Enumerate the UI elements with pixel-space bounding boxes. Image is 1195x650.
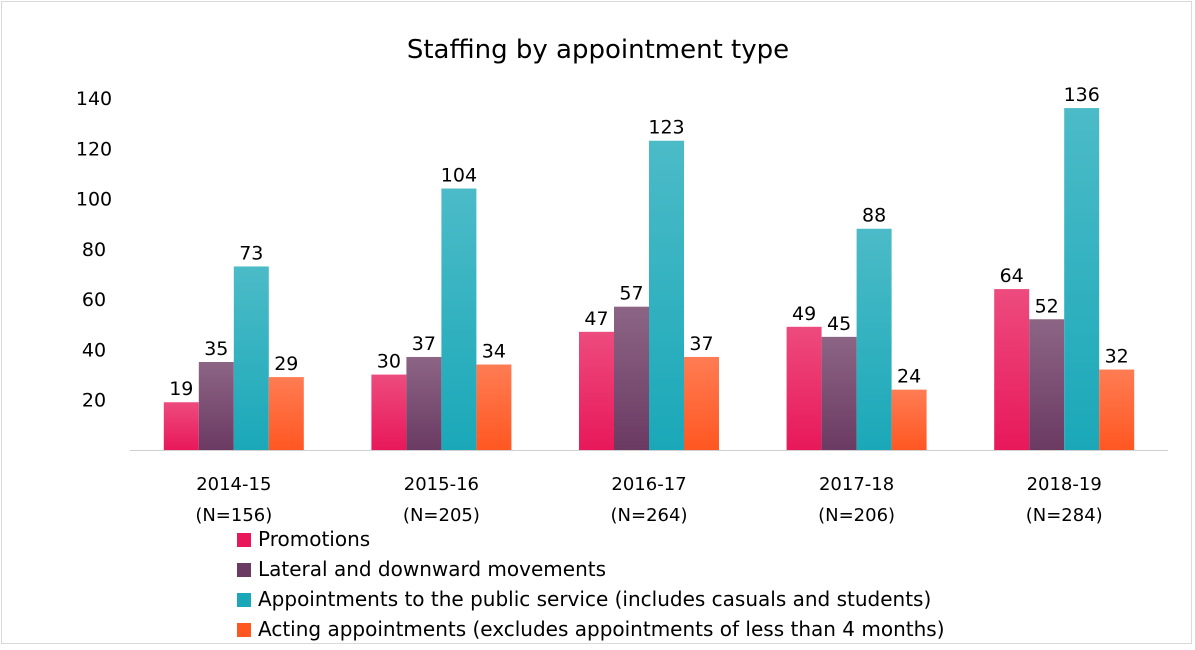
data-label: 30 [377, 351, 401, 373]
legend-swatch [237, 533, 251, 547]
data-label: 64 [1000, 265, 1024, 287]
data-label: 19 [169, 378, 193, 400]
y-tick-label: 40 [82, 339, 106, 361]
data-label: 73 [239, 242, 263, 264]
bar [649, 140, 684, 450]
chart-title: Staffing by appointment type [407, 35, 789, 65]
y-tick-label: 80 [82, 239, 106, 261]
y-tick-label: 140 [76, 88, 112, 110]
bar [163, 402, 199, 450]
x-tick-sublabel: (N=264) [611, 505, 688, 526]
bar [994, 289, 1030, 450]
data-label: 24 [897, 366, 921, 388]
data-label: 35 [204, 338, 228, 360]
legend-swatch [237, 563, 251, 577]
data-label: 49 [792, 303, 816, 325]
data-label: 37 [412, 333, 436, 355]
data-label: 29 [274, 353, 298, 375]
bar [233, 266, 269, 450]
y-tick-label: 120 [76, 138, 112, 160]
data-label: 104 [441, 165, 477, 187]
legend-label: Promotions [258, 527, 370, 551]
data-label: 88 [862, 205, 886, 227]
y-axis: 20 40 60 80 100 120 140 [76, 88, 112, 412]
data-label: 123 [648, 117, 684, 139]
legend-swatch [237, 593, 251, 607]
bar [1029, 319, 1065, 450]
x-tick-label: 2014-15 [196, 474, 271, 495]
bars: 19 35 73 29 30 37 104 34 47 57 123 37 49 45 88 24 64 52 13… [163, 84, 1135, 451]
y-tick-label: 100 [76, 189, 112, 211]
data-label: 47 [584, 308, 608, 330]
x-tick-sublabel: (N=284) [1026, 505, 1103, 526]
legend-label: Lateral and downward movements [258, 557, 606, 581]
bar [406, 356, 442, 450]
bar [856, 228, 892, 450]
y-tick-label: 20 [82, 390, 106, 412]
legend-label: Acting appointments (excludes appointmen… [258, 617, 945, 641]
x-tick-sublabel: (N=205) [403, 505, 480, 526]
x-tick-sublabel: (N=156) [195, 505, 272, 526]
bar [441, 188, 477, 450]
bar [198, 362, 234, 450]
data-label: 32 [1105, 346, 1129, 368]
x-tick-label: 2015-16 [404, 474, 479, 495]
legend-swatch [237, 623, 251, 637]
bar [684, 356, 719, 450]
bar [1064, 108, 1100, 451]
bar [786, 326, 822, 450]
bar [371, 374, 407, 450]
bar [476, 364, 512, 450]
legend-label: Appointments to the public service (incl… [258, 587, 931, 611]
bar [1099, 369, 1135, 450]
bar [614, 306, 649, 450]
x-axis: 2014-15 (N=156) 2015-16 (N=205) 2016-17 (N=26… [130, 450, 1168, 526]
bar [579, 331, 614, 450]
bar [891, 389, 927, 450]
data-label: 52 [1035, 295, 1059, 317]
x-tick-label: 2016-17 [611, 474, 686, 495]
y-tick-label: 60 [82, 289, 106, 311]
data-label: 57 [619, 283, 643, 305]
x-tick-label: 2018-19 [1027, 474, 1102, 495]
legend: Promotions Lateral and downward movements… [237, 527, 945, 641]
data-label: 34 [482, 341, 506, 363]
data-label: 136 [1064, 84, 1100, 106]
bar [821, 336, 857, 450]
data-label: 37 [689, 333, 713, 355]
x-tick-label: 2017-18 [819, 474, 894, 495]
x-tick-sublabel: (N=206) [818, 505, 895, 526]
bar [268, 377, 304, 450]
data-label: 45 [827, 313, 851, 335]
